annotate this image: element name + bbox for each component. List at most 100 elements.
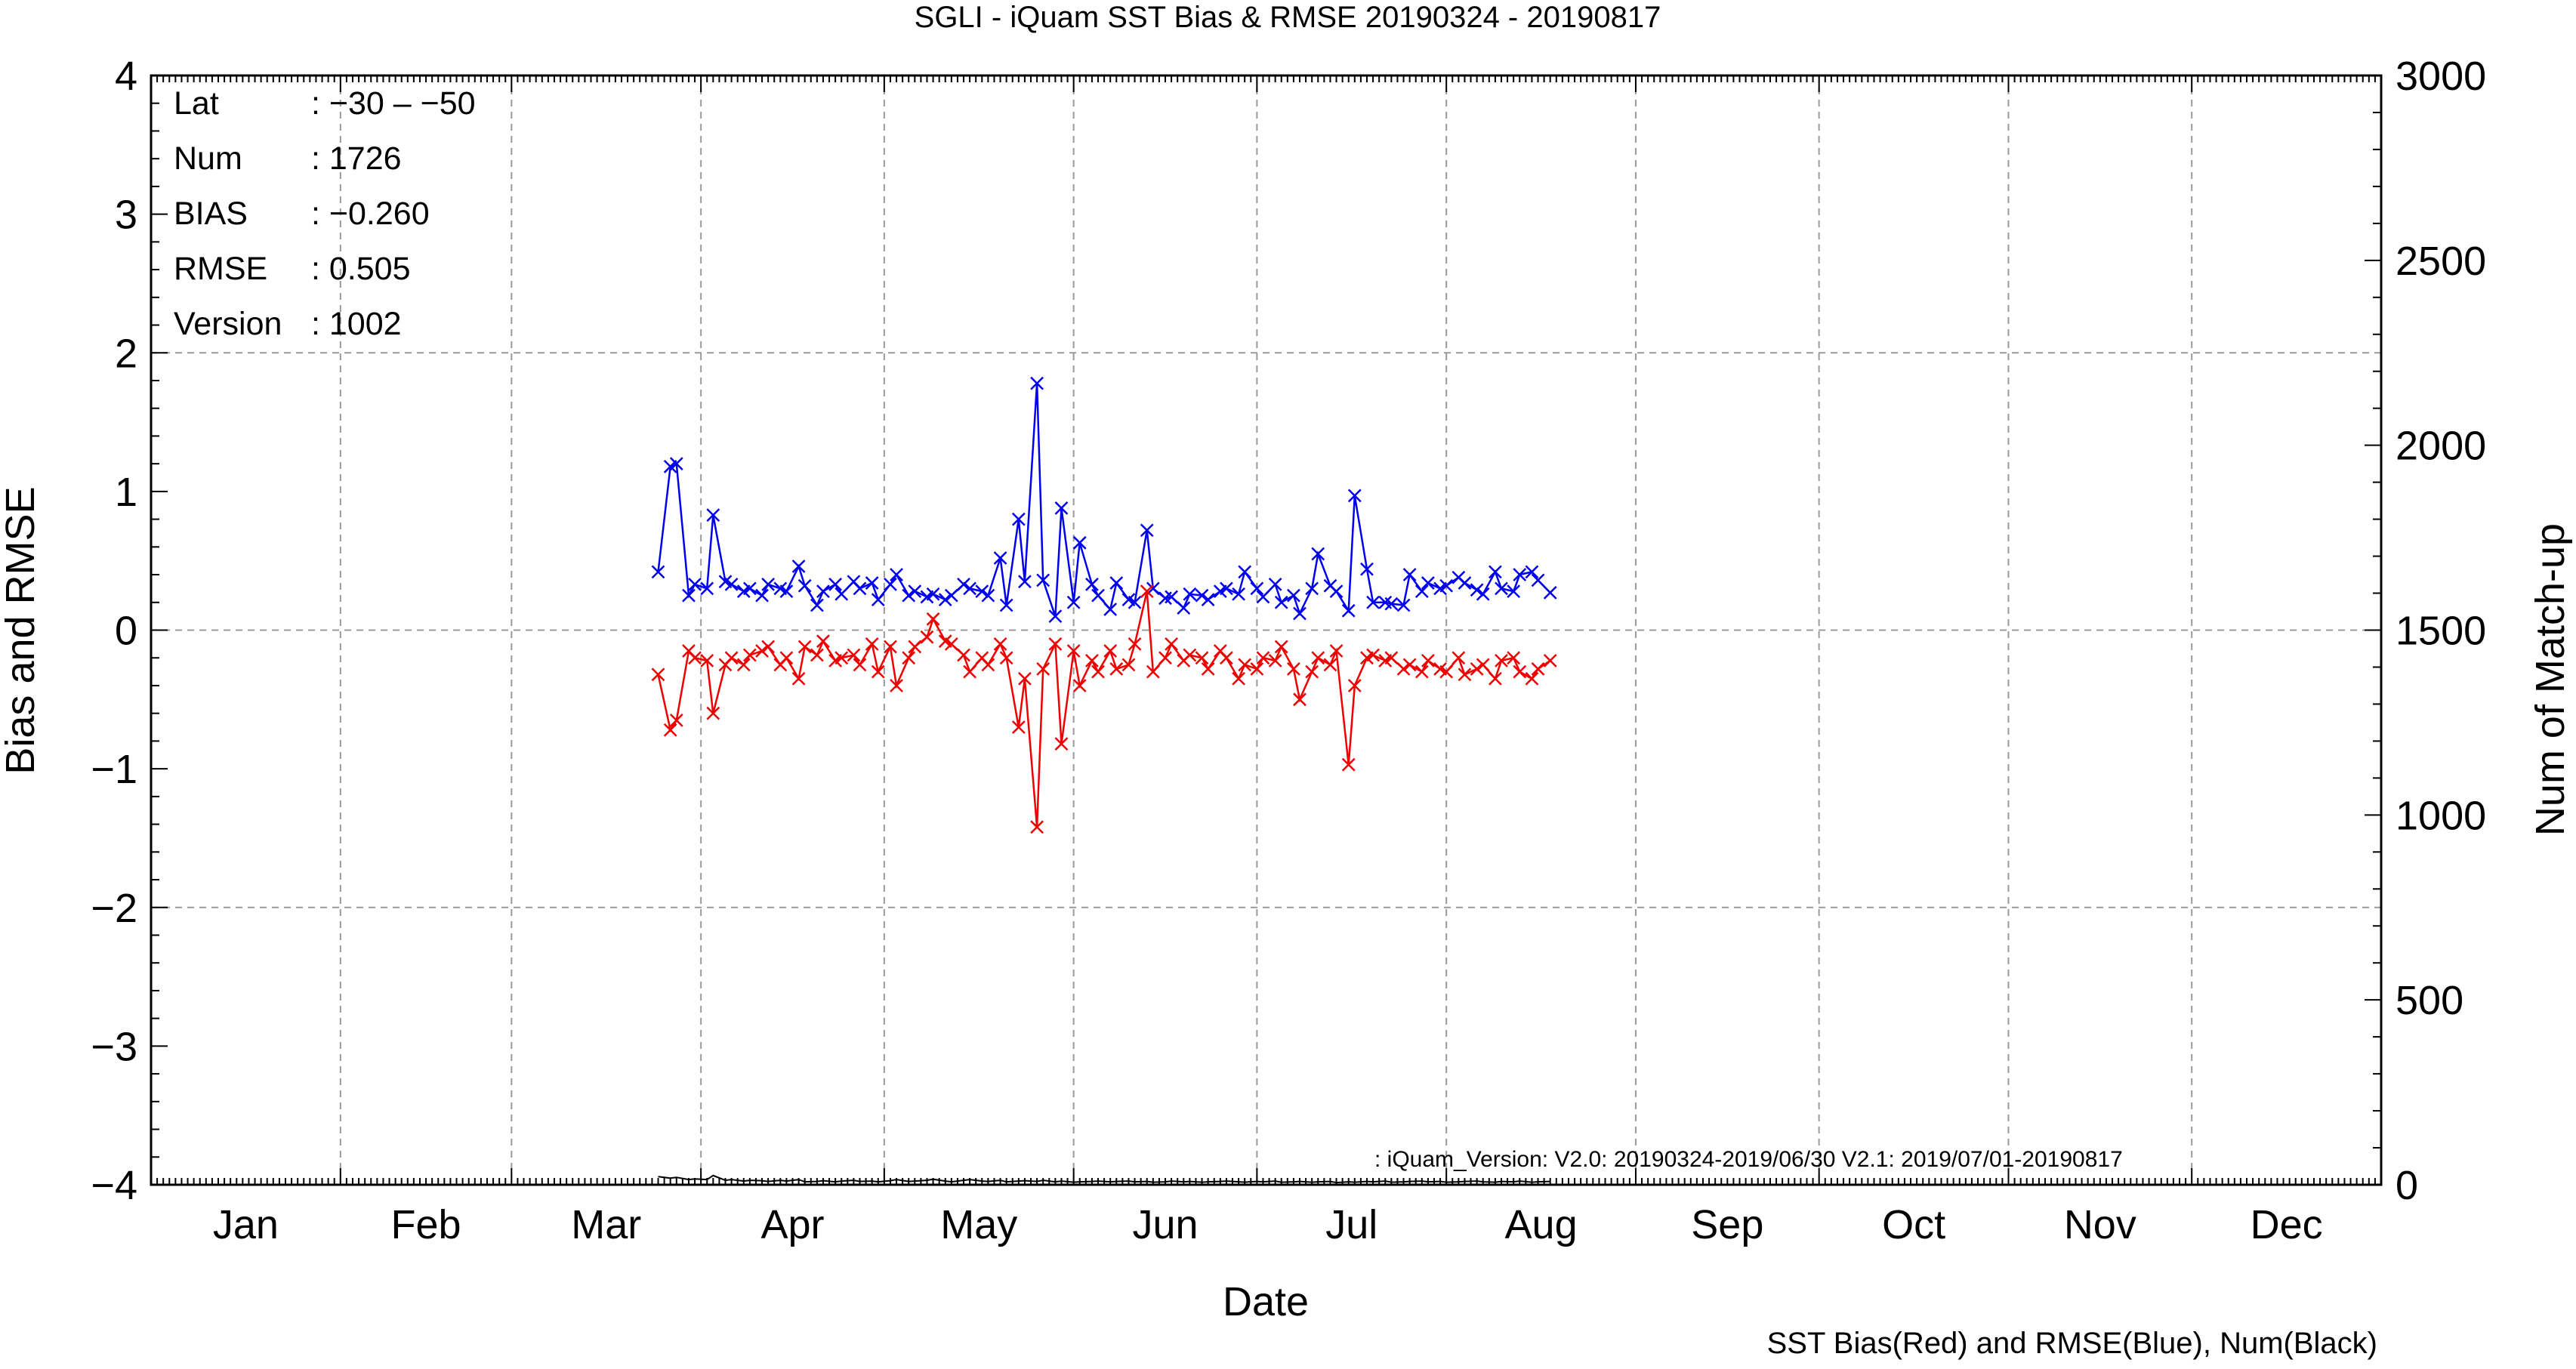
series-rmse-point bbox=[669, 457, 683, 471]
series-rmse-point bbox=[700, 581, 714, 596]
info-label-bias: BIAS bbox=[174, 196, 248, 232]
series-bias-point bbox=[791, 671, 806, 686]
series-rmse-point bbox=[1305, 581, 1319, 596]
series-rmse-point bbox=[865, 576, 879, 590]
month-label-mar: Mar bbox=[571, 1202, 641, 1247]
info-label-rmse: RMSE bbox=[174, 251, 267, 287]
month-label-jan: Jan bbox=[213, 1202, 279, 1247]
series-bias-point bbox=[1531, 662, 1545, 676]
series-bias-point bbox=[1366, 648, 1380, 662]
series-bias-point bbox=[1091, 664, 1105, 679]
series-rmse-point bbox=[908, 584, 922, 598]
series-bias-point bbox=[663, 723, 677, 737]
series-rmse-point bbox=[1103, 603, 1118, 616]
series-rmse-point bbox=[682, 588, 696, 603]
series-bias-point bbox=[1329, 644, 1344, 658]
y-tick-label: −1 bbox=[91, 747, 137, 792]
info-box: Lat: −30 – −50 Num: 1726 BIAS: −0.260 RMSE:… bbox=[174, 85, 476, 342]
month-label-jul: Jul bbox=[1325, 1202, 1377, 1247]
month-labels: Jan Feb Mar Apr May Jun Jul Aug Sep Oct Nov Dec bbox=[213, 1202, 2323, 1247]
series-bias-point bbox=[926, 612, 940, 626]
series-rmse-point bbox=[944, 588, 958, 603]
month-label-dec: Dec bbox=[2251, 1202, 2323, 1247]
series-bias-point bbox=[993, 637, 1007, 651]
y-tick-label: −2 bbox=[91, 886, 137, 931]
y2-tick-label: 1000 bbox=[2396, 793, 2486, 838]
series-rmse-point bbox=[1366, 595, 1380, 609]
series-rmse-point bbox=[1525, 565, 1539, 579]
month-label-oct: Oct bbox=[1882, 1202, 1945, 1247]
series-rmse-point bbox=[1360, 562, 1374, 576]
series-rmse-point bbox=[1495, 581, 1508, 596]
y-tick-label: 2 bbox=[115, 331, 137, 376]
series-bias-point bbox=[1305, 664, 1319, 679]
series-bias-point bbox=[890, 679, 903, 692]
series-rmse-point bbox=[1470, 583, 1484, 597]
info-value-bias: : −0.260 bbox=[311, 196, 430, 232]
series-rmse-point bbox=[938, 593, 952, 606]
series-rmse-point bbox=[1256, 590, 1270, 604]
series-bias-point bbox=[871, 664, 885, 679]
series-bias-point bbox=[761, 640, 776, 654]
series-bias-point bbox=[1054, 737, 1069, 751]
series-bias-point bbox=[835, 651, 849, 665]
series-bias-point bbox=[847, 648, 861, 662]
series-bias-point bbox=[957, 648, 970, 662]
series-rmse-point bbox=[999, 598, 1013, 612]
y2-tick-label: 0 bbox=[2396, 1163, 2418, 1208]
series-rmse-point bbox=[1072, 535, 1087, 550]
series-bias-point bbox=[1458, 668, 1472, 682]
series-rmse-point bbox=[828, 578, 843, 591]
month-label-may: May bbox=[940, 1202, 1017, 1247]
series-num bbox=[658, 1174, 1550, 1184]
series-bias-point bbox=[1036, 662, 1050, 676]
series-bias-point bbox=[1287, 662, 1300, 676]
series-rmse-point bbox=[1274, 595, 1288, 609]
series-bias-point bbox=[1495, 654, 1508, 668]
series-bias-point bbox=[1293, 692, 1307, 707]
month-label-sep: Sep bbox=[1691, 1202, 1763, 1247]
series-rmse-point bbox=[651, 565, 665, 579]
footer-legend: SST Bias(Red) and RMSE(Blue), Num(Black) bbox=[1767, 1327, 2377, 1360]
series-bias-point bbox=[1103, 644, 1118, 658]
series-bias-point bbox=[1011, 720, 1026, 734]
series-rmse-point bbox=[1293, 606, 1307, 621]
series-rmse-point bbox=[1048, 609, 1063, 624]
series-bias-point bbox=[1158, 651, 1172, 665]
series-bias-point bbox=[981, 658, 995, 672]
series-rmse-point bbox=[791, 560, 806, 573]
series-bias-point bbox=[742, 648, 757, 662]
y-axis-tick-labels: 4 3 2 1 0 −1 −2 −3 −4 bbox=[91, 54, 137, 1208]
month-label-jun: Jun bbox=[1132, 1202, 1198, 1247]
info-label-version: Version bbox=[174, 306, 282, 342]
series-rmse-point bbox=[993, 551, 1007, 565]
series-rmse-point bbox=[1177, 601, 1191, 615]
series-rmse-point bbox=[742, 581, 757, 596]
series-bias-point bbox=[1489, 671, 1502, 686]
series-bias-point bbox=[884, 640, 897, 654]
series-bias-point bbox=[1140, 584, 1154, 598]
y2-tick-label: 500 bbox=[2396, 978, 2463, 1023]
series-bias-point bbox=[1323, 658, 1337, 672]
series-bias-point bbox=[816, 634, 830, 649]
series-bias-point bbox=[1274, 640, 1288, 654]
series-rmse-point bbox=[1268, 578, 1282, 591]
series-rmse-point bbox=[1128, 595, 1142, 609]
series-bias-point bbox=[1250, 662, 1264, 676]
series-bias-point bbox=[810, 648, 824, 662]
series-rmse-point bbox=[1329, 584, 1344, 598]
series-bias-point bbox=[736, 658, 751, 672]
info-value-rmse: : 0.505 bbox=[311, 251, 411, 287]
series-rmse bbox=[651, 376, 1557, 624]
series-bias-point bbox=[700, 654, 714, 668]
series-bias-point bbox=[1183, 648, 1197, 662]
series-rmse-point bbox=[706, 508, 720, 522]
series-rmse-point bbox=[779, 584, 794, 598]
series-bias-point bbox=[944, 637, 958, 651]
series-rmse-point bbox=[1396, 598, 1411, 612]
y-tick-label: 3 bbox=[115, 193, 137, 238]
series-bias-point bbox=[797, 640, 812, 654]
series-bias-point bbox=[669, 713, 683, 727]
